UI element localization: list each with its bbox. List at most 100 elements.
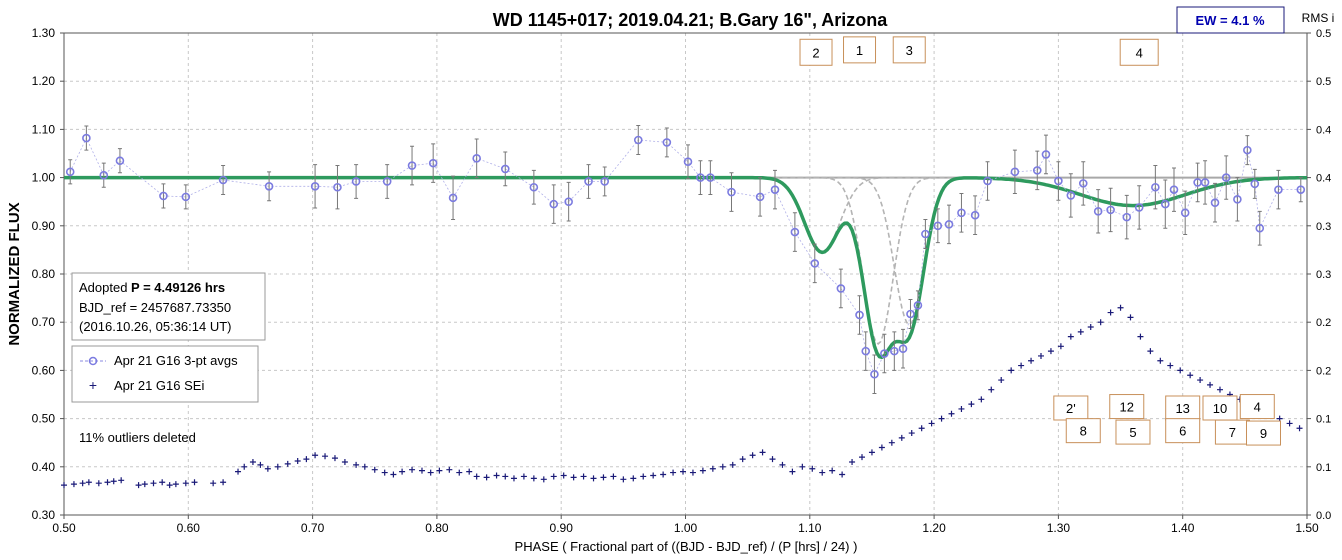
avg-point	[662, 138, 672, 147]
sei-point	[436, 467, 443, 474]
avg-point	[264, 181, 274, 191]
sei-point	[249, 458, 256, 465]
sei-point	[868, 449, 875, 456]
avg-point	[549, 199, 559, 209]
avg-errorbar	[1224, 155, 1229, 200]
avg-point	[65, 167, 75, 177]
avg-point	[1243, 145, 1252, 155]
sei-point	[799, 463, 806, 470]
dip-label-box	[1115, 419, 1151, 445]
sei-point	[729, 461, 736, 468]
info-period-prefix: Adopted	[79, 280, 131, 295]
sei-point	[590, 475, 597, 482]
sei-point	[948, 410, 955, 417]
avg-point	[1169, 185, 1179, 194]
legend-avg-marker	[88, 356, 98, 366]
avg-errorbar	[792, 212, 797, 252]
avg-point	[933, 221, 943, 231]
avg-point	[633, 135, 643, 145]
ew-box-frame	[1176, 6, 1285, 34]
avg-errorbar	[117, 148, 122, 174]
sei-point	[135, 482, 142, 489]
avg-point	[983, 176, 992, 186]
y-tick-label: 0.80	[32, 267, 56, 281]
sei-point	[1087, 324, 1094, 331]
sei-point	[70, 481, 77, 488]
avg-errorbar	[729, 172, 734, 212]
x-tick-label: 1.50	[1295, 521, 1319, 535]
avg-point	[115, 156, 125, 166]
dip-label-text: 4	[1136, 45, 1143, 60]
sei-point	[540, 476, 547, 483]
avg-errorbar	[923, 219, 928, 249]
avg-errorbar	[1276, 169, 1281, 210]
avg-errorbar	[474, 138, 479, 179]
sei-point	[1127, 314, 1134, 321]
sei-point	[191, 479, 198, 486]
avg-errorbar	[863, 331, 868, 371]
ew-label: EW = 4.1 %	[1196, 13, 1265, 28]
avg-errorbar	[313, 164, 318, 209]
sei-point	[312, 452, 319, 459]
sei-point	[650, 472, 657, 479]
sei-point	[1296, 425, 1303, 432]
dip-label-box	[1065, 418, 1101, 444]
sei-point	[510, 475, 517, 482]
y-tick-label: 0.50	[32, 412, 56, 426]
y2-tick-label: 0.4	[1316, 173, 1331, 185]
y-tick-label: 0.40	[32, 460, 56, 474]
avg-point	[890, 346, 899, 356]
sei-point	[1167, 362, 1174, 369]
y2-tick-label: 0.3	[1316, 269, 1331, 281]
sei-point	[159, 479, 166, 486]
sei-point	[1187, 372, 1194, 379]
avg-errorbar	[410, 145, 415, 186]
avg-errorbar	[857, 295, 862, 335]
avg-point	[1122, 212, 1132, 222]
dip-label-text: 2	[812, 45, 819, 60]
dip-label-box	[1239, 394, 1275, 420]
avg-errorbar	[1124, 194, 1129, 240]
avg-point	[898, 344, 908, 354]
avg-errorbar	[161, 183, 166, 209]
avg-errorbar	[385, 164, 390, 199]
avg-point	[1274, 185, 1283, 194]
avg-errorbar	[872, 354, 877, 395]
legend-sei-label: Apr 21 G16 SEi	[114, 378, 204, 393]
avg-errorbar	[101, 162, 106, 188]
sei-point	[739, 456, 746, 463]
sei-point	[988, 386, 995, 393]
sei-point	[1097, 319, 1104, 326]
avg-point	[1200, 178, 1210, 187]
legend-avg-label: Apr 21 G16 3-pt avgs	[114, 353, 238, 368]
sei-point	[1117, 304, 1124, 311]
sei-series	[61, 304, 1303, 489]
info-date: (2016.10.26, 05:36:14 UT)	[79, 319, 232, 334]
y-tick-label: 0.30	[32, 508, 56, 522]
sei-point	[493, 472, 500, 479]
avg-errorbar	[335, 165, 340, 210]
avg-errorbar	[1096, 189, 1101, 234]
y-tick-label: 1.00	[32, 171, 56, 185]
avg-errorbar	[664, 127, 669, 158]
sei-point	[264, 465, 271, 472]
avg-point	[1210, 198, 1220, 207]
sei-point	[104, 479, 111, 486]
avg-errorbar	[973, 195, 978, 235]
sei-point	[908, 430, 915, 437]
sei-point	[466, 468, 473, 475]
legend-sei-marker: +	[89, 377, 97, 393]
y-tick-label: 0.70	[32, 315, 56, 329]
sei-point	[769, 456, 776, 463]
grid	[64, 33, 1307, 515]
sei-point	[399, 468, 406, 475]
avg-errorbar	[354, 164, 359, 199]
sei-point	[918, 425, 925, 432]
avg-point	[1296, 185, 1306, 194]
sei-point	[1147, 348, 1154, 355]
avg-errorbar	[1108, 187, 1113, 233]
x-tick-label: 0.70	[301, 521, 325, 535]
sei-point	[789, 468, 796, 475]
dip-label-text: 13	[1175, 401, 1189, 416]
avg-point	[921, 229, 930, 239]
